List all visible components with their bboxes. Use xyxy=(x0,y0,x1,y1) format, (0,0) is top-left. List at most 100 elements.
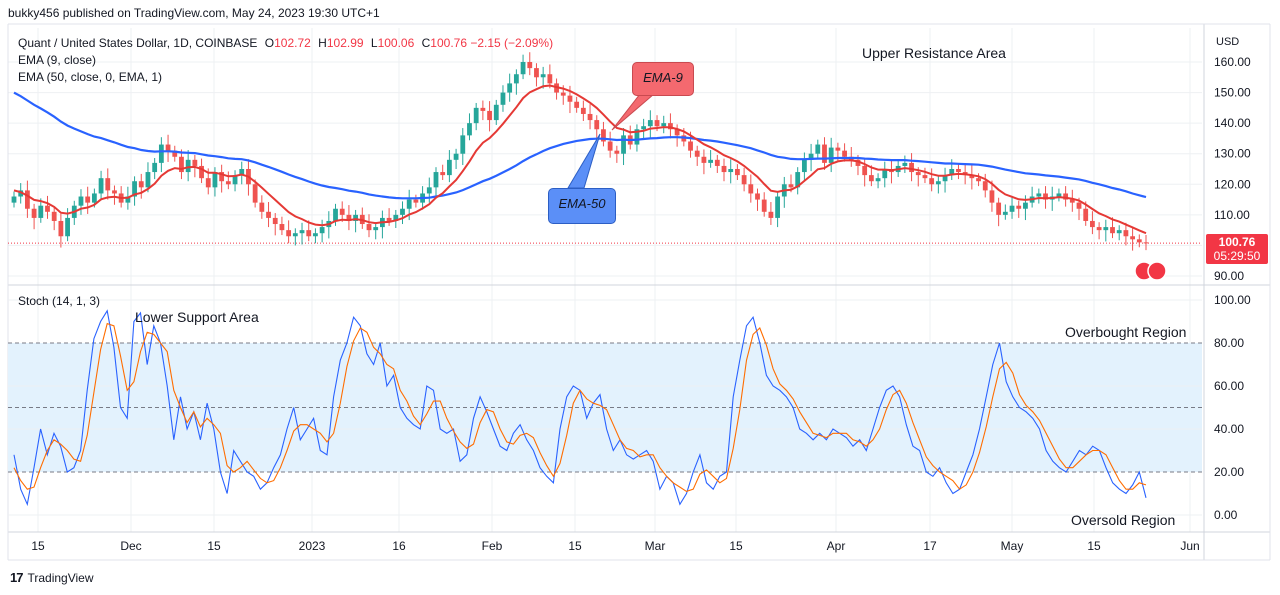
candle-body xyxy=(1136,239,1142,243)
stoch-lines xyxy=(13,309,1147,507)
ema50-line xyxy=(13,91,1147,200)
candle-body xyxy=(18,190,24,197)
candle-body xyxy=(1002,211,1008,215)
candle-body xyxy=(306,230,312,237)
time-tick-label: 15 xyxy=(31,539,45,553)
high-key: H xyxy=(318,36,327,50)
overbought-label: Overbought Region xyxy=(1065,324,1187,340)
candle-body xyxy=(453,153,459,160)
candle-body xyxy=(768,211,774,218)
time-tick-label: Apr xyxy=(827,539,846,553)
candle-body xyxy=(145,172,151,188)
stoch-d-line xyxy=(13,322,1147,493)
currency-flag-icon xyxy=(1147,261,1167,281)
candle-body xyxy=(460,135,466,154)
candle-body xyxy=(868,175,874,182)
ema9-legend[interactable]: EMA (9, close) xyxy=(18,53,97,67)
ema9-callout-pointer xyxy=(611,93,656,131)
low-key: L xyxy=(370,36,378,50)
candle-body xyxy=(51,211,57,221)
candle-body xyxy=(426,187,432,194)
candle-body xyxy=(1076,202,1082,209)
time-tick-label: May xyxy=(1001,539,1024,553)
high-value: 102.99 xyxy=(326,36,364,50)
time-tick-label: 15 xyxy=(1087,539,1101,553)
change-value: −2.15 (−2.09%) xyxy=(470,36,554,50)
candle-body xyxy=(252,184,258,203)
close-key: C xyxy=(421,36,431,50)
candle-body xyxy=(366,224,372,231)
candle-body xyxy=(339,208,345,215)
time-tick-label: Feb xyxy=(482,539,503,553)
candle-body xyxy=(473,107,479,124)
candle-body xyxy=(520,62,526,75)
publisher-line: bukky456 published on TradingView.com, M… xyxy=(8,6,380,20)
price-tick-label: 90.00 xyxy=(1214,269,1244,283)
ema50-legend[interactable]: EMA (50, close, 0, EMA, 1) xyxy=(18,70,163,84)
time-tick-label: Mar xyxy=(645,539,666,553)
candle-body xyxy=(969,175,975,179)
candle-body xyxy=(132,181,137,197)
candle-body xyxy=(272,217,278,225)
candle-body xyxy=(580,107,586,114)
candle-body xyxy=(279,224,285,231)
candle-body xyxy=(353,214,359,221)
candle-body xyxy=(393,214,399,221)
candle-body xyxy=(942,175,948,182)
candle-body xyxy=(78,196,84,206)
stoch-tick-label: 0.00 xyxy=(1214,508,1238,522)
candle-body xyxy=(125,196,131,203)
candle-body xyxy=(701,156,707,163)
candle-body xyxy=(440,172,446,176)
candle-body xyxy=(259,202,265,212)
candle-body xyxy=(1023,202,1028,209)
candle-body xyxy=(875,178,881,182)
candle-body xyxy=(225,181,231,185)
candle-body xyxy=(138,181,144,188)
candle-body xyxy=(1036,193,1042,197)
time-tick-label: 16 xyxy=(392,539,406,553)
candle-body xyxy=(513,74,519,84)
axes: USD160.00150.00140.00130.00120.00110.009… xyxy=(31,36,1251,553)
candle-body xyxy=(587,113,593,121)
candle-body xyxy=(641,126,647,130)
candle-body xyxy=(607,141,613,151)
candle-body xyxy=(989,190,995,203)
candle-body xyxy=(842,150,847,157)
candle-body xyxy=(922,175,928,179)
candle-body xyxy=(949,169,955,176)
candle-body xyxy=(98,178,104,194)
candle-body xyxy=(179,156,184,173)
candle-body xyxy=(205,178,211,188)
candle-body xyxy=(158,144,164,163)
candle-body xyxy=(1069,199,1075,203)
candle-body xyxy=(815,144,821,154)
candle-body xyxy=(219,172,225,182)
candle-body xyxy=(91,193,97,203)
stoch-legend[interactable]: Stoch (14, 1, 3) xyxy=(18,294,101,308)
candle-body xyxy=(647,120,653,127)
candle-body xyxy=(31,208,37,218)
candle-body xyxy=(1016,205,1022,209)
candle-body xyxy=(152,162,158,173)
footer-brand[interactable]: 17 TradingView xyxy=(10,570,94,585)
candle-body xyxy=(1009,205,1015,212)
bar-countdown: 05:29:50 xyxy=(1213,249,1261,263)
oversold-label: Oversold Region xyxy=(1071,512,1176,528)
time-tick-label: 17 xyxy=(923,539,937,553)
candle-body xyxy=(38,205,44,218)
candle-body xyxy=(527,62,533,69)
symbol-title[interactable]: Quant / United States Dollar, 1D, COINBA… xyxy=(18,36,258,50)
candle-body xyxy=(621,135,626,154)
candle-body xyxy=(560,92,566,96)
candle-body xyxy=(373,227,379,231)
time-tick-label: 2023 xyxy=(299,539,326,553)
candle-body xyxy=(333,208,338,221)
candle-body xyxy=(1143,242,1149,244)
candle-body xyxy=(674,129,680,136)
candle-body xyxy=(614,150,620,154)
candle-body xyxy=(172,150,178,157)
candle-body xyxy=(822,144,827,163)
price-tick-label: 110.00 xyxy=(1214,208,1250,222)
